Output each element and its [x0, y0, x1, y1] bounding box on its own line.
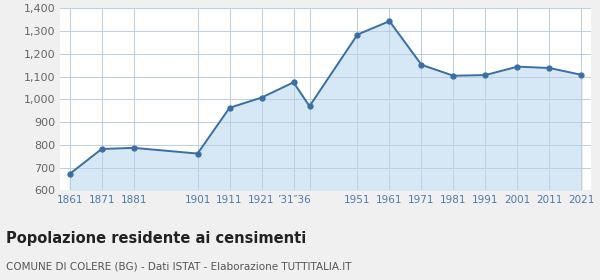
Text: COMUNE DI COLERE (BG) - Dati ISTAT - Elaborazione TUTTITALIA.IT: COMUNE DI COLERE (BG) - Dati ISTAT - Ela…	[6, 262, 352, 272]
Text: Popolazione residente ai censimenti: Popolazione residente ai censimenti	[6, 231, 306, 246]
